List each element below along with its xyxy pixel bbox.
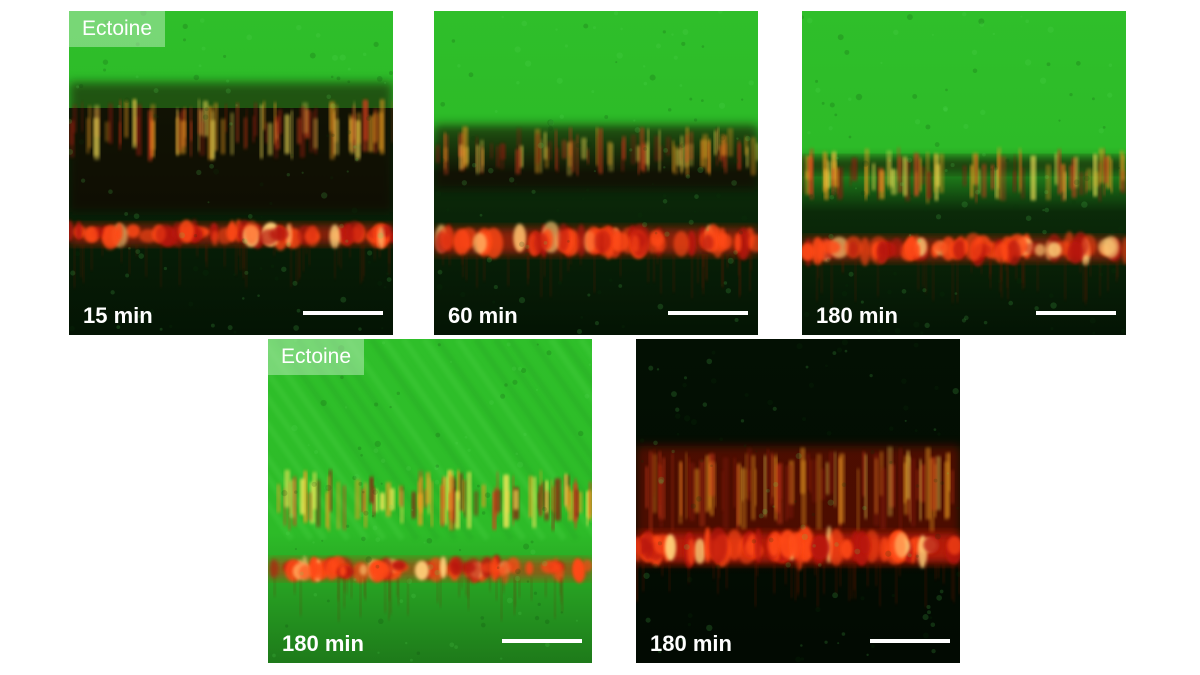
micrograph-panel-2: 60 min: [434, 11, 758, 335]
fluorescence-image: [636, 339, 960, 663]
condition-label: Ectoine: [69, 11, 166, 47]
micrograph-panel-3: 180 min: [802, 11, 1126, 335]
condition-label: Ectoine: [268, 339, 365, 375]
timepoint-label: 180 min: [650, 631, 732, 656]
scale-bar: [870, 639, 950, 643]
fluorescence-image: [268, 339, 592, 663]
micrograph-panel-1: Ectoine 15 min: [69, 11, 393, 335]
fluorescence-image: [802, 11, 1126, 335]
timepoint-label: 15 min: [83, 303, 153, 328]
scale-bar: [303, 311, 383, 315]
micrograph-panel-4: Ectoine 180 min: [268, 339, 592, 663]
scale-bar: [668, 311, 748, 315]
scale-bar: [502, 639, 582, 643]
timepoint-label: 60 min: [448, 303, 518, 328]
scale-bar: [1036, 311, 1116, 315]
timepoint-label: 180 min: [282, 631, 364, 656]
timepoint-label: 180 min: [816, 303, 898, 328]
fluorescence-image: [434, 11, 758, 335]
fluorescence-image: [69, 11, 393, 335]
micrograph-panel-5: 180 min: [636, 339, 960, 663]
